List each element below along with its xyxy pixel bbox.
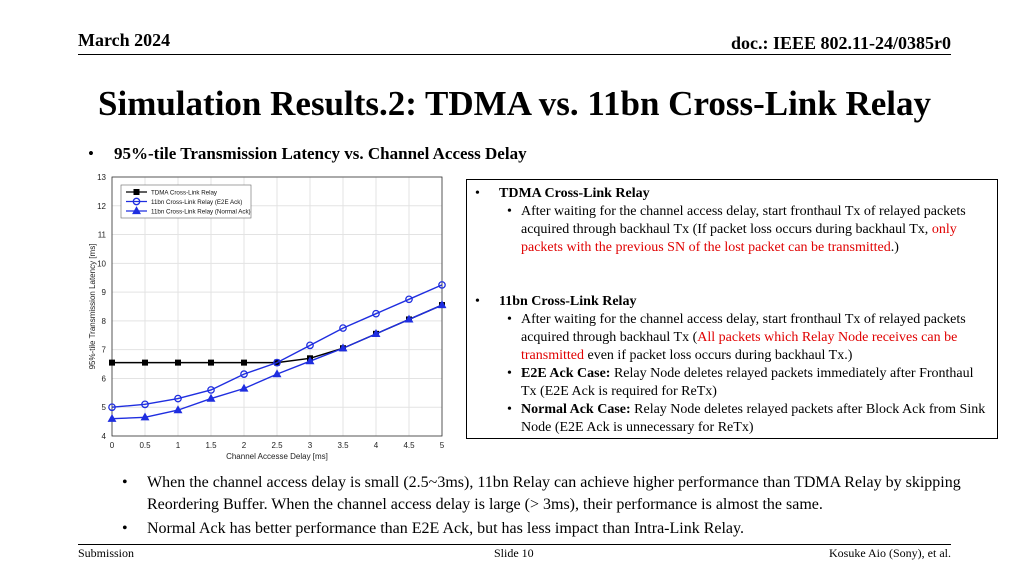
footer-slide-number: Slide 10	[494, 546, 534, 560]
data-point-1	[240, 370, 248, 378]
data-point-0	[208, 359, 214, 366]
x-tick-label: 0.5	[139, 441, 151, 450]
data-point-1	[372, 309, 380, 318]
e2e-ack-case: • E2E Ack Case: Relay Node deletes relaye…	[507, 366, 974, 399]
y-tick-label: 5	[102, 403, 107, 412]
data-point-0	[175, 359, 181, 366]
tdma-heading: • TDMA Cross-Link Relay	[475, 186, 650, 201]
data-point-2	[206, 393, 216, 402]
legend-label-2: 11bn Cross-Link Relay (Normal Ack)	[151, 209, 251, 216]
bn-heading-text: 11bn Cross-Link Relay	[499, 294, 637, 309]
tdma-text-a: After waiting for the channel access del…	[521, 204, 966, 237]
data-point-1	[438, 281, 446, 289]
bottom-bullet-2: • Normal Ack has better performance than …	[122, 518, 972, 540]
x-tick-label: 1	[176, 441, 181, 450]
footer-rule	[78, 544, 951, 545]
e2e-ack-text: Relay Node deletes relayed packets immed…	[521, 366, 974, 399]
latency-chart: 0 0.5 1 1.5 2 2.5 3 3.5 4 4.5 5 4 5 6 7 8 9 10 11 12 13 Chann…	[88, 173, 447, 461]
legend-label-0: TDMA Cross-Link Relay	[151, 190, 218, 197]
x-axis-label: Channel Accesse Delay [ms]	[226, 452, 328, 461]
data-point-2	[173, 405, 183, 414]
tdma-heading-text: TDMA Cross-Link Relay	[499, 186, 650, 201]
y-tick-label: 8	[102, 317, 107, 326]
data-point-2	[404, 314, 414, 323]
header-date: March 2024	[78, 30, 171, 50]
data-point-2	[239, 383, 249, 392]
x-tick-label: 3	[308, 441, 313, 450]
bn-heading: • 11bn Cross-Link Relay	[475, 294, 637, 309]
bottom-bullet-1-text: When the channel access delay is small (…	[147, 474, 961, 513]
x-tick-label: 3.5	[337, 441, 349, 450]
data-point-0	[109, 359, 115, 366]
legend-marker-1	[132, 197, 141, 206]
bullet-dot: •	[88, 144, 94, 163]
footer-authors: Kosuke Aio (Sony), et al.	[829, 546, 951, 560]
y-tick-label: 13	[97, 173, 106, 182]
y-tick-label: 4	[102, 432, 107, 441]
bottom-bullet-1: • When the channel access delay is small …	[122, 472, 972, 516]
y-tick-label: 12	[97, 202, 106, 211]
header-doc-id: doc.: IEEE 802.11-24/0385r0	[730, 33, 951, 53]
x-tick-label: 0	[110, 441, 115, 450]
x-tick-label: 2.5	[271, 441, 283, 450]
tdma-description: • After waiting for the channel access de…	[507, 204, 966, 255]
data-point-2	[272, 369, 282, 378]
x-tick-label: 5	[440, 441, 445, 450]
data-point-1	[306, 341, 314, 350]
bn-text-b: even if packet loss occurs during backha…	[584, 348, 853, 363]
data-point-2	[437, 300, 447, 309]
bottom-bullet-2-text: Normal Ack has better performance than E…	[147, 520, 744, 537]
slide-title: Simulation Results.2: TDMA vs. 11bn Cros…	[98, 84, 932, 123]
description-box: • TDMA Cross-Link Relay • After waiting fo…	[466, 179, 998, 439]
data-point-1	[108, 403, 116, 412]
legend-marker-0	[133, 189, 140, 195]
data-point-2	[338, 343, 348, 352]
bn-text-red: All packets which Relay Node receives ca…	[521, 330, 958, 363]
legend-marker-2	[132, 206, 141, 215]
y-tick-label: 6	[102, 374, 107, 383]
data-point-1	[273, 358, 281, 367]
x-tick-label: 4.5	[403, 441, 415, 450]
series-line-1	[111, 284, 443, 408]
normal-ack-label: Normal Ack Case:	[521, 402, 631, 417]
y-axis-label: 95%-tile Transmission Latency [ms]	[88, 244, 97, 370]
bn-description: • After waiting for the channel access de…	[507, 312, 966, 363]
data-point-1	[207, 386, 215, 394]
top-bullet-text: 95%-tile Transmission Latency vs. Channe…	[114, 144, 527, 163]
top-bullet: • 95%-tile Transmission Latency vs. Chann…	[88, 144, 527, 164]
data-point-2	[107, 413, 117, 422]
bn-text-a: After waiting for the channel access del…	[521, 312, 966, 345]
x-tick-label: 1.5	[205, 441, 217, 450]
x-tick-label: 2	[242, 441, 247, 450]
y-tick-label: 11	[98, 231, 107, 240]
header-rule	[78, 54, 951, 55]
data-point-0	[142, 359, 148, 366]
normal-ack-text: Relay Node deletes relayed packets after…	[521, 402, 986, 435]
normal-ack-case: • Normal Ack Case: Relay Node deletes rel…	[507, 402, 986, 435]
tdma-text-red: only packets with the previous SN of the…	[521, 222, 957, 255]
tdma-text-b: .)	[890, 240, 899, 255]
y-tick-label: 7	[102, 346, 107, 355]
data-point-2	[305, 356, 315, 365]
y-tick-label: 10	[97, 259, 106, 268]
footer-submission: Submission	[78, 546, 135, 560]
e2e-ack-label: E2E Ack Case:	[521, 366, 611, 381]
data-point-1	[405, 295, 413, 304]
data-point-1	[141, 400, 149, 409]
data-point-2	[371, 329, 381, 337]
data-point-1	[339, 324, 347, 332]
data-point-2	[140, 412, 150, 421]
data-point-0	[241, 359, 247, 366]
data-point-1	[174, 394, 182, 403]
legend-label-1: 11bn Cross-Link Relay (E2E Ack)	[151, 199, 242, 206]
y-tick-label: 9	[102, 288, 107, 297]
x-tick-label: 4	[374, 441, 379, 450]
